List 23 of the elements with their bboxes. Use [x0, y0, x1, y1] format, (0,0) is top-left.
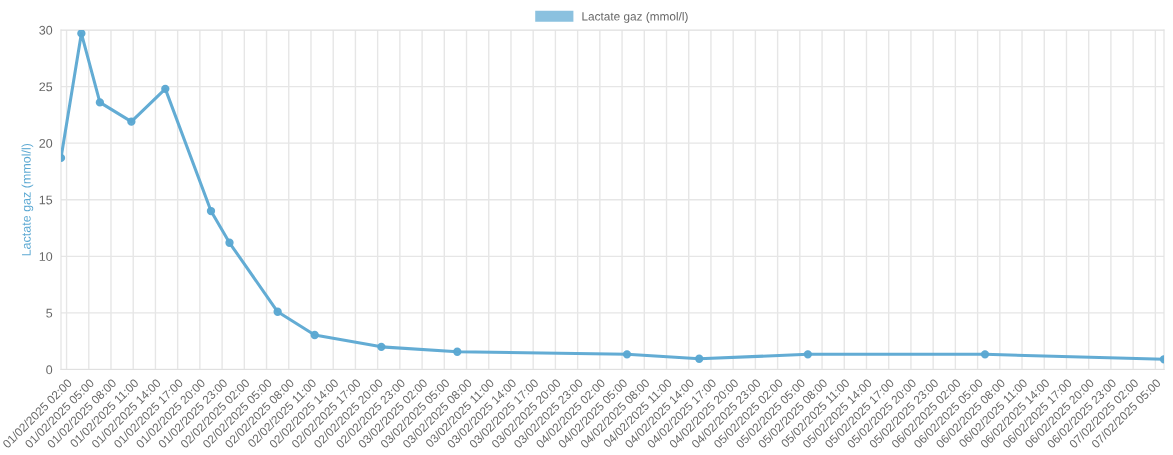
point	[77, 30, 86, 38]
point	[377, 342, 386, 352]
point	[453, 347, 462, 356]
point	[95, 98, 105, 107]
point	[127, 117, 136, 126]
point	[980, 350, 990, 359]
point	[310, 330, 319, 340]
y-tick-label: 30	[39, 25, 53, 35]
point	[206, 206, 216, 216]
y-tick-label: 25	[39, 82, 53, 92]
y-tick-label: 5	[46, 308, 53, 318]
y-tick-label: 0	[46, 365, 53, 375]
y-tick-label: 20	[39, 138, 53, 148]
legend-label: Lactate gaz (mmol/l)	[582, 11, 688, 23]
point	[225, 238, 234, 247]
point	[273, 307, 282, 316]
point	[161, 84, 170, 94]
point	[803, 350, 813, 359]
point	[622, 350, 632, 359]
y-axis-title: Lactate gaz (mmol/l)	[21, 143, 34, 256]
y-tick-label: 10	[39, 252, 53, 261]
y-tick-label: 15	[39, 195, 53, 205]
point	[695, 354, 704, 363]
